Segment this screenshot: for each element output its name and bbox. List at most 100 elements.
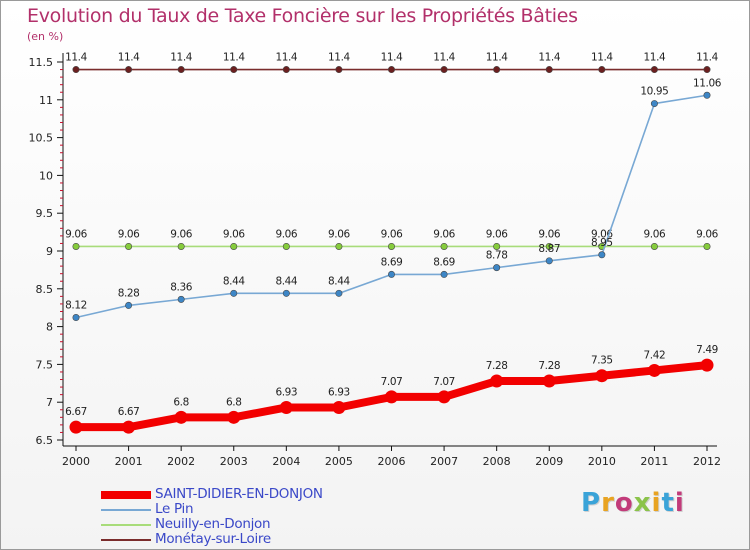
data-label: 11.4 bbox=[275, 52, 297, 64]
series-point bbox=[125, 66, 133, 74]
data-label: 7.35 bbox=[591, 355, 613, 367]
legend-swatch bbox=[101, 524, 151, 526]
series-point bbox=[230, 242, 238, 250]
series-point bbox=[282, 289, 290, 297]
y-tick-label: 6.5 bbox=[36, 434, 54, 447]
series-point bbox=[230, 289, 238, 297]
brand-letter: o bbox=[614, 488, 634, 518]
data-label: 9.06 bbox=[65, 228, 87, 240]
legend-label: Le Pin bbox=[155, 501, 194, 517]
series-point bbox=[440, 66, 448, 74]
y-axis-unit-label: (en %) bbox=[27, 30, 64, 43]
series-point bbox=[598, 66, 606, 74]
x-tick-label: 2012 bbox=[693, 455, 721, 468]
series-point bbox=[332, 400, 346, 414]
x-tick-label: 2009 bbox=[535, 455, 563, 468]
brand-logo: Proxiti bbox=[581, 488, 685, 518]
data-label: 9.06 bbox=[486, 228, 508, 240]
data-label: 8.36 bbox=[170, 281, 192, 293]
data-label: 8.44 bbox=[328, 275, 350, 287]
data-label: 11.4 bbox=[65, 52, 87, 64]
series-point bbox=[282, 242, 290, 250]
y-tick-label: 11.5 bbox=[29, 56, 54, 69]
series-point bbox=[595, 369, 609, 383]
data-label: 11.4 bbox=[433, 52, 455, 64]
y-tick-label: 10.5 bbox=[29, 132, 54, 145]
series-point bbox=[385, 390, 398, 404]
data-label: 10.95 bbox=[640, 86, 668, 98]
series-point bbox=[335, 289, 343, 297]
data-label: 11.4 bbox=[591, 52, 613, 64]
data-label: 6.8 bbox=[173, 396, 189, 408]
data-label: 6.93 bbox=[328, 386, 350, 398]
data-label: 8.44 bbox=[275, 275, 297, 287]
data-label: 6.67 bbox=[65, 406, 87, 418]
series-point bbox=[440, 270, 448, 278]
data-label: 9.06 bbox=[381, 228, 403, 240]
series-point bbox=[122, 420, 136, 434]
brand-letter: x bbox=[633, 488, 652, 518]
y-tick-label: 7 bbox=[46, 396, 53, 409]
x-tick-label: 2001 bbox=[115, 455, 143, 468]
x-tick-label: 2011 bbox=[640, 455, 668, 468]
series-point bbox=[700, 358, 714, 372]
data-label: 8.12 bbox=[65, 300, 87, 312]
series-point bbox=[125, 242, 133, 250]
legend-swatch bbox=[101, 491, 151, 499]
series-point bbox=[545, 66, 553, 74]
series-point bbox=[282, 66, 290, 74]
x-tick-label: 2002 bbox=[167, 455, 195, 468]
chart-title: Evolution du Taux de Taxe Foncière sur l… bbox=[27, 5, 578, 27]
y-tick-label: 9 bbox=[46, 245, 53, 258]
y-tick-label: 7.5 bbox=[36, 358, 54, 371]
data-label: 9.06 bbox=[170, 228, 192, 240]
data-label: 7.07 bbox=[381, 376, 403, 388]
series-point bbox=[650, 100, 658, 108]
series-point bbox=[542, 374, 556, 388]
data-label: 11.4 bbox=[538, 52, 560, 64]
data-label: 8.69 bbox=[381, 256, 403, 268]
data-label: 6.8 bbox=[226, 396, 242, 408]
x-tick-label: 2003 bbox=[220, 455, 248, 468]
series-point bbox=[440, 242, 448, 250]
series-point bbox=[647, 363, 661, 377]
x-tick-label: 2004 bbox=[272, 455, 300, 468]
series-point bbox=[72, 314, 80, 322]
data-label: 11.4 bbox=[381, 52, 403, 64]
y-tick-label: 9.5 bbox=[36, 207, 54, 220]
x-tick-label: 2007 bbox=[430, 455, 458, 468]
y-tick-label: 8 bbox=[46, 321, 53, 334]
brand-letter: r bbox=[601, 488, 615, 518]
data-label: 11.4 bbox=[486, 52, 508, 64]
data-label: 7.07 bbox=[433, 376, 455, 388]
data-label: 9.06 bbox=[328, 228, 350, 240]
data-label: 9.06 bbox=[644, 228, 666, 240]
y-tick-label: 10 bbox=[39, 169, 53, 182]
series-point bbox=[177, 242, 185, 250]
series-point bbox=[545, 242, 553, 250]
series-point bbox=[72, 242, 80, 250]
series-point bbox=[177, 295, 185, 303]
data-label: 7.42 bbox=[644, 349, 666, 361]
legend-label: Monétay-sur-Loire bbox=[155, 531, 271, 547]
series-point bbox=[493, 264, 501, 272]
series-point bbox=[387, 242, 395, 250]
series-point bbox=[335, 66, 343, 74]
series-point bbox=[227, 410, 241, 424]
y-tick-label: 11 bbox=[39, 94, 53, 107]
y-tick-label: 8.5 bbox=[36, 283, 54, 296]
data-label: 7.49 bbox=[696, 344, 718, 356]
series-point bbox=[703, 91, 711, 99]
data-label: 7.28 bbox=[538, 360, 560, 372]
data-label: 9.06 bbox=[223, 228, 245, 240]
data-label: 9.06 bbox=[433, 228, 455, 240]
series-point bbox=[177, 66, 185, 74]
series-point bbox=[493, 66, 501, 74]
legend-label: Neuilly-en-Donjon bbox=[155, 516, 271, 532]
series-point bbox=[387, 66, 395, 74]
brand-letter: i bbox=[674, 488, 685, 518]
x-tick-label: 2010 bbox=[588, 455, 616, 468]
series-point bbox=[598, 251, 606, 259]
